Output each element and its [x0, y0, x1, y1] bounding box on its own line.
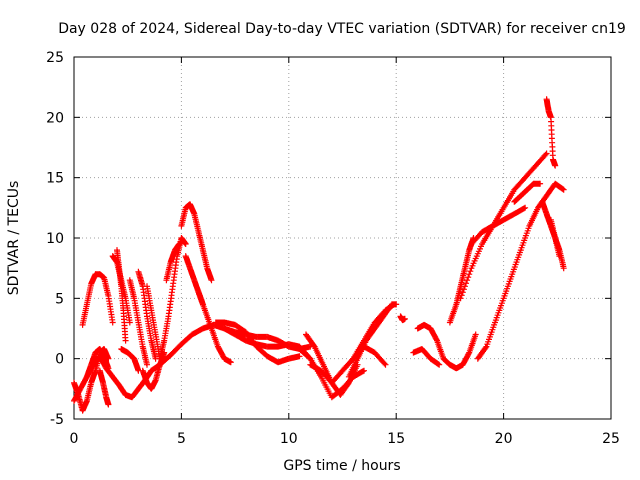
series-markers — [415, 322, 478, 371]
series-arc-5 — [96, 367, 112, 408]
series-arc-9 — [126, 277, 150, 368]
x-tick-label: 10 — [280, 431, 298, 447]
series-arc-25 — [350, 301, 398, 362]
series-markers — [397, 313, 408, 323]
series-markers — [163, 241, 182, 282]
grid-lines — [74, 57, 611, 419]
data-point — [457, 295, 464, 302]
series-markers — [196, 291, 234, 365]
series-arc-19 — [212, 319, 303, 366]
series-arc-36 — [547, 216, 567, 272]
series-arc-34 — [511, 180, 544, 205]
series-arc-3 — [79, 271, 116, 328]
series-arc-26 — [339, 343, 389, 374]
series-arc-14 — [163, 241, 183, 284]
series-arc-30 — [446, 235, 477, 326]
series-markers — [135, 270, 159, 360]
series-markers — [411, 346, 442, 368]
series-markers — [458, 151, 549, 299]
y-tick-label: 20 — [46, 110, 64, 126]
series-arc-29 — [410, 346, 443, 368]
y-tick-label: 15 — [46, 171, 64, 187]
series-markers — [340, 344, 388, 373]
x-axis-label: GPS time / hours — [283, 458, 400, 474]
series-arc-4 — [83, 346, 112, 380]
y-tick-label: -5 — [50, 412, 64, 428]
axis-ticks — [73, 56, 612, 420]
series-arc-28 — [414, 321, 479, 372]
series-markers — [475, 181, 566, 361]
y-axis-label: SDTVAR / TECUs — [6, 181, 22, 296]
y-tick-label: 10 — [46, 231, 64, 247]
x-tick-label: 25 — [602, 431, 620, 447]
series-arc-32 — [468, 204, 529, 247]
y-tick-labels: -5 0 5 10 15 20 25 — [46, 50, 64, 428]
series-markers — [543, 97, 558, 168]
series-arc-24 — [345, 301, 400, 380]
series-arc-33 — [474, 180, 567, 362]
x-tick-label: 20 — [495, 431, 513, 447]
series-markers — [548, 218, 567, 270]
series-markers — [447, 236, 477, 324]
series-arc-15 — [178, 201, 215, 284]
chart-title: Day 028 of 2024, Sidereal Day-to-day VTE… — [58, 21, 626, 37]
y-tick-label: 5 — [55, 291, 64, 307]
series-markers — [118, 346, 141, 373]
series-markers — [346, 301, 399, 378]
x-tick-label: 5 — [177, 431, 186, 447]
series-arc-31 — [457, 150, 550, 302]
y-tick-label: 25 — [46, 50, 64, 66]
series-markers — [512, 180, 543, 205]
series-markers — [71, 354, 154, 403]
series-arc-8 — [118, 346, 142, 374]
x-tick-label: 15 — [387, 431, 405, 447]
series-arc-7 — [114, 247, 129, 344]
series-markers — [97, 368, 112, 407]
x-tick-label: 0 — [70, 431, 79, 447]
series-markers — [178, 201, 214, 282]
series-arc-27 — [397, 313, 408, 324]
series-markers — [127, 279, 150, 366]
series-markers — [84, 346, 111, 379]
series-arc-18 — [195, 289, 234, 366]
series-arc-10 — [135, 268, 159, 362]
series-arc-37 — [543, 96, 559, 169]
series-markers — [80, 271, 116, 326]
series-markers — [469, 205, 527, 246]
y-tick-label: 0 — [55, 352, 64, 368]
series-arc-2 — [71, 353, 155, 404]
data-points — [71, 96, 567, 414]
series-markers — [114, 248, 129, 341]
series-markers — [213, 319, 302, 365]
x-tick-labels: 0 5 10 15 20 25 — [70, 431, 620, 447]
